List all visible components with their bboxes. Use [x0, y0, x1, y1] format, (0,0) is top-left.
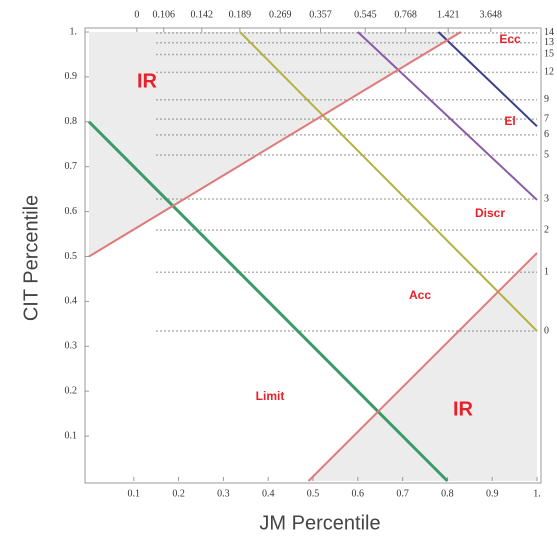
y2-tick-label: 6 [544, 129, 549, 140]
y2-tick-label: 9 [544, 94, 549, 105]
region-label: El [504, 114, 515, 128]
region-label: IR [453, 398, 474, 420]
x-tick-label: 0.9 [486, 488, 499, 499]
x2-tick-label: 0.357 [309, 9, 332, 20]
x2-tick-label: 0.545 [354, 9, 377, 20]
y2-tick-label: 1 [544, 267, 549, 278]
x-tick-label: 0.5 [307, 488, 320, 499]
y2-tick-label: 12 [544, 67, 554, 78]
x-tick-label: 0.4 [262, 488, 275, 499]
line [87, 120, 449, 483]
y-tick-label: 0.3 [65, 341, 78, 352]
y-tick-label: 0.7 [65, 161, 78, 172]
y2-tick-label: 0 [544, 325, 549, 336]
x2-tick-label: 0.142 [191, 9, 214, 20]
y-tick-label: 0.6 [65, 206, 78, 217]
x2-tick-label: 0.189 [229, 9, 252, 20]
y-axis-title: CIT Percentile [20, 195, 42, 321]
line [437, 31, 538, 128]
x-tick-label: 0.6 [352, 488, 365, 499]
region-label: Ecc [499, 32, 521, 46]
y-tick-label: 0.4 [65, 296, 78, 307]
x-tick-label: 0.3 [217, 488, 230, 499]
line [357, 31, 538, 201]
y2-tick-label: 3 [544, 193, 549, 204]
y-tick-label: 0.2 [65, 385, 78, 396]
y-tick-label: 1. [70, 26, 78, 37]
y-tick-label: 0.5 [65, 251, 78, 262]
y2-tick-label: 13 [544, 37, 554, 48]
y-tick-label: 0.9 [65, 71, 78, 82]
region-label: IR [137, 70, 158, 92]
y-tick-label: 0.8 [65, 116, 78, 127]
y2-tick-label: 5 [544, 149, 549, 160]
x2-tick-label: 0 [134, 9, 139, 20]
y-tick-label: 0.1 [65, 430, 78, 441]
y2-tick-label: 2 [544, 224, 549, 235]
x-tick-label: 0.1 [128, 488, 141, 499]
x-tick-label: 0.2 [172, 488, 185, 499]
line [239, 31, 538, 332]
x2-tick-label: 0.106 [152, 9, 175, 20]
region-label: Limit [256, 389, 285, 403]
x-tick-label: 0.7 [396, 488, 409, 499]
line [307, 252, 538, 482]
region-label: Acc [409, 288, 431, 302]
x-tick-label: 1. [533, 488, 541, 499]
y2-tick-label: 7 [544, 113, 549, 124]
x2-tick-label: 0.768 [394, 9, 417, 20]
line [88, 31, 462, 258]
x-tick-label: 0.8 [441, 488, 454, 499]
region-label: Discr [475, 206, 505, 220]
x2-tick-label: 3.648 [480, 9, 503, 20]
x-axis-title: JM Percentile [259, 512, 380, 534]
x2-tick-label: 0.269 [269, 9, 292, 20]
y2-tick-label: 15 [544, 49, 554, 60]
x2-tick-label: 1.421 [437, 9, 460, 20]
y2-tick-label: 14 [544, 27, 554, 38]
